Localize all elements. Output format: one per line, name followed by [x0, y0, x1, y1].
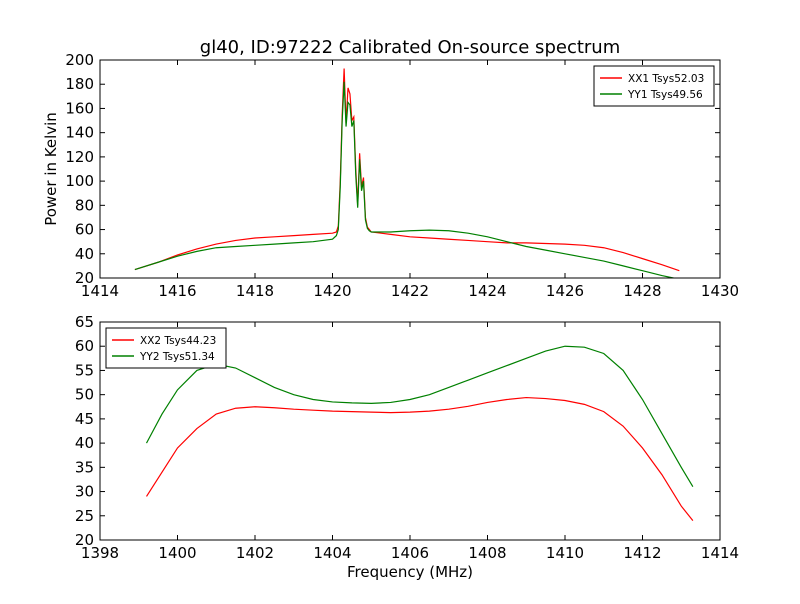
legend-label: YY1 Tsys49.56 [627, 89, 703, 101]
legend-label: XX1 Tsys52.03 [628, 73, 704, 85]
legend-label: XX2 Tsys44.23 [140, 335, 216, 347]
y-tick-label: 65 [75, 313, 94, 331]
x-tick-label: 1402 [236, 544, 274, 562]
y-tick-label: 180 [65, 75, 94, 93]
x-tick-label: 1426 [546, 282, 584, 300]
series-line-2-2 [145, 345, 694, 488]
legend-box [105, 327, 227, 369]
y-tick-label: 160 [65, 99, 94, 117]
y-tick-label: 120 [65, 148, 94, 166]
bottom-panel: 1398 1400 1402 1404 1406 1408 1410 1412 1414 20 25… [75, 313, 739, 581]
x-tick-label: 1408 [468, 544, 506, 562]
y-tick-label: 60 [75, 221, 94, 239]
y-tick-label: 80 [75, 196, 94, 214]
y-tick-label: 55 [75, 361, 94, 379]
x-tick-label: 1406 [391, 544, 429, 562]
x-tick-label: 1418 [236, 282, 274, 300]
x-tick-label: 1414 [81, 282, 119, 300]
x-tick-label: 1420 [313, 282, 351, 300]
legend: XX1 Tsys52.03 YY1 Tsys49.56 [593, 65, 715, 107]
x-tick-label: 1416 [158, 282, 196, 300]
y-tick-label: 20 [75, 269, 94, 287]
y-axis-label: Power in Kelvin [42, 112, 60, 226]
series-line-2-1 [145, 396, 694, 521]
x-tick-label: 1422 [391, 282, 429, 300]
x-tick-label: 1398 [81, 544, 119, 562]
chart-title: gl40, ID:97222 Calibrated On-source spec… [200, 37, 620, 58]
y-tick-label: 25 [75, 507, 94, 525]
y-tick-label: 30 [75, 483, 94, 501]
y-tick-label: 50 [75, 386, 94, 404]
x-tick-label: 1414 [701, 544, 739, 562]
y-tick-label: 140 [65, 124, 94, 142]
y-tick-label: 45 [75, 410, 94, 428]
x-tick-label: 1404 [313, 544, 351, 562]
x-tick-label: 1428 [623, 282, 661, 300]
y-tick-label: 40 [75, 434, 94, 452]
x-tick-label: 1424 [468, 282, 506, 300]
x-tick-label: 1412 [623, 544, 661, 562]
y-tick-label: 20 [75, 531, 94, 549]
x-tick-label: 1400 [158, 544, 196, 562]
legend: XX2 Tsys44.23 YY2 Tsys51.34 [105, 327, 227, 369]
y-tick-label: 40 [75, 245, 94, 263]
y-tick-label: 200 [65, 51, 94, 69]
x-axis-label: Frequency (MHz) [347, 563, 473, 581]
y-tick-label: 60 [75, 337, 94, 355]
series-line-1-2 [134, 81, 677, 278]
x-tick-label: 1410 [546, 544, 584, 562]
legend-box [593, 65, 715, 107]
top-panel: 1414 1416 1418 1420 1422 1424 1426 1428 1430 20 40… [42, 51, 739, 300]
y-tick-label: 35 [75, 458, 94, 476]
legend-label: YY2 Tsys51.34 [139, 351, 215, 363]
y-tick-label: 100 [65, 172, 94, 190]
x-tick-label: 1430 [701, 282, 739, 300]
